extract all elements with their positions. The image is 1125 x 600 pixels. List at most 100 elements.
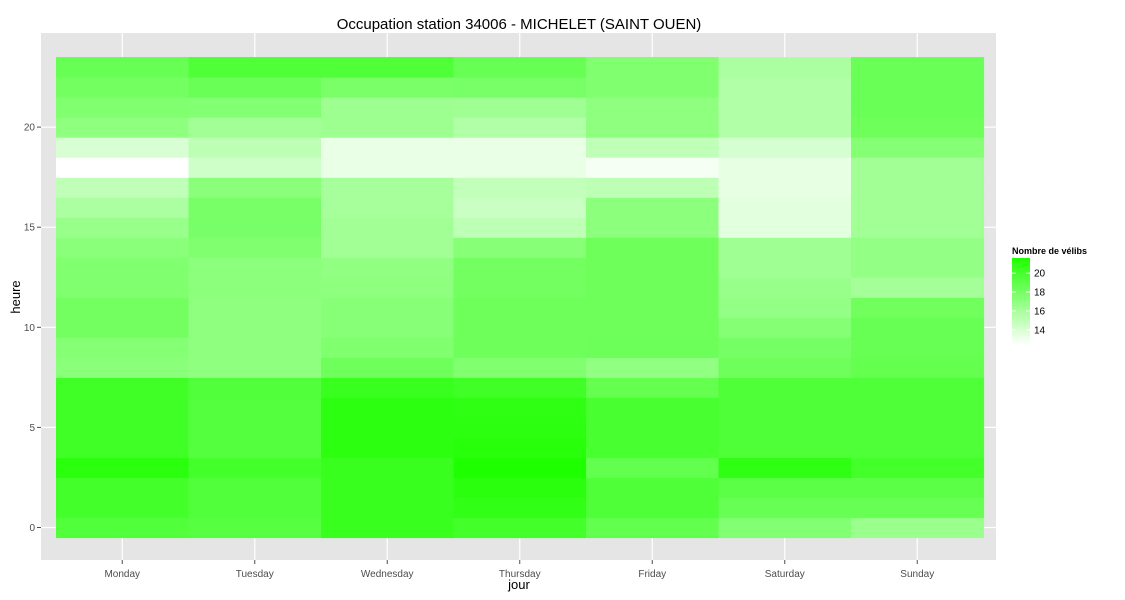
heatmap-cell xyxy=(718,437,852,459)
x-tick-label: Thursday xyxy=(499,569,541,580)
heatmap-cell xyxy=(453,377,587,398)
y-axis-title: heure xyxy=(8,280,23,313)
heatmap-cell xyxy=(586,117,720,138)
heatmap-cell xyxy=(586,377,720,398)
heatmap-cell xyxy=(851,277,985,298)
heatmap-cell xyxy=(851,257,985,278)
heatmap-cell xyxy=(718,237,852,258)
heatmap-cell xyxy=(321,157,455,178)
heatmap-cell xyxy=(56,357,190,378)
heatmap-cell xyxy=(851,337,985,358)
heatmap-cell xyxy=(321,457,455,479)
heatmap-cell xyxy=(321,357,455,378)
heatmap-cell xyxy=(586,357,720,378)
y-axis-ticks: 0 5 10 15 20 xyxy=(24,123,41,534)
heatmap-cell xyxy=(56,237,190,258)
heatmap-cell xyxy=(718,117,852,138)
heatmap-cell xyxy=(851,197,985,218)
heatmap-cell xyxy=(56,157,190,178)
heatmap-cell xyxy=(586,197,720,218)
heatmap-cell xyxy=(56,57,190,78)
heatmap-cell xyxy=(851,177,985,198)
heatmap-cell xyxy=(453,357,587,378)
heatmap-cell xyxy=(321,437,455,459)
heatmap-cell xyxy=(321,177,455,198)
y-tick-label: 0 xyxy=(29,523,35,534)
heatmap-cell xyxy=(188,337,322,358)
chart-title: Occupation station 34006 - MICHELET (SAI… xyxy=(337,16,702,33)
heatmap-cell xyxy=(718,77,852,98)
heatmap-cell xyxy=(586,277,720,298)
x-axis-ticks: Monday Tuesday Wednesday Thursday Friday Satu… xyxy=(104,560,934,580)
heatmap-cell xyxy=(188,517,322,539)
heatmap-cell xyxy=(586,317,720,338)
heatmap-cell xyxy=(453,237,587,258)
heatmap-cell xyxy=(188,57,322,78)
heatmap-cell xyxy=(851,457,985,479)
heatmap-cell xyxy=(586,457,720,479)
heatmap-cell xyxy=(188,457,322,479)
heatmap-cell xyxy=(321,397,455,418)
heatmap-cell xyxy=(56,177,190,198)
heatmap-cell xyxy=(188,237,322,258)
heatmap-cell xyxy=(453,157,587,178)
heatmap-cell xyxy=(586,337,720,358)
heatmap-cell xyxy=(851,57,985,78)
heatmap-cell xyxy=(718,477,852,499)
heatmap-cell xyxy=(188,297,322,318)
heatmap-cell xyxy=(321,517,455,539)
heatmap-cell xyxy=(56,397,190,418)
heatmap-cell xyxy=(56,97,190,118)
heatmap-cell xyxy=(321,377,455,398)
heatmap-cell xyxy=(718,517,852,539)
heatmap-cell xyxy=(321,137,455,158)
heatmap-cell xyxy=(188,257,322,278)
heatmap-cell xyxy=(56,477,190,499)
heatmap-cell xyxy=(56,337,190,358)
heatmap-cell xyxy=(188,377,322,398)
heatmap-cell xyxy=(56,517,190,539)
heatmap-cell xyxy=(56,257,190,278)
heatmap-cell xyxy=(453,417,587,439)
heatmap-cell xyxy=(188,357,322,378)
heatmap-cell xyxy=(56,317,190,338)
heatmap-cell xyxy=(851,497,985,519)
heatmap-cell xyxy=(188,77,322,98)
heatmap-cell xyxy=(453,337,587,358)
heatmap-cell xyxy=(56,437,190,459)
x-tick-label: Wednesday xyxy=(361,569,414,580)
legend-title: Nombre de vélibs xyxy=(1012,246,1087,256)
heatmap-cell xyxy=(718,457,852,479)
heatmap-cell xyxy=(56,197,190,218)
heatmap-cell xyxy=(453,397,587,418)
x-tick-label: Friday xyxy=(638,569,666,580)
heatmap-cell xyxy=(851,157,985,178)
heatmap-cell xyxy=(851,137,985,158)
heatmap-cell xyxy=(851,517,985,539)
legend-tick-label: 20 xyxy=(1034,269,1046,280)
heatmap-cell xyxy=(453,57,587,78)
heatmap-cell xyxy=(718,317,852,338)
heatmap-cell xyxy=(718,297,852,318)
heatmap-cell xyxy=(321,237,455,258)
heatmap-cell xyxy=(586,397,720,418)
heatmap-cell xyxy=(586,437,720,459)
heatmap-cell xyxy=(851,397,985,418)
heatmap-cell xyxy=(586,97,720,118)
heatmap-cell xyxy=(453,257,587,278)
heatmap-cell xyxy=(453,77,587,98)
heatmap-cell xyxy=(321,477,455,499)
heatmap-cell xyxy=(586,297,720,318)
heatmap-cell xyxy=(321,257,455,278)
heatmap-cell xyxy=(586,137,720,158)
heatmap-cell xyxy=(188,317,322,338)
heatmap-cell xyxy=(453,277,587,298)
heatmap-cell xyxy=(56,417,190,439)
heatmap-cell xyxy=(56,137,190,158)
heatmap-cell xyxy=(188,117,322,138)
heatmap-cell xyxy=(453,437,587,459)
heatmap-cell xyxy=(321,217,455,238)
heatmap-cell xyxy=(851,97,985,118)
heatmap-cell xyxy=(586,237,720,258)
heatmap-cell xyxy=(718,397,852,418)
